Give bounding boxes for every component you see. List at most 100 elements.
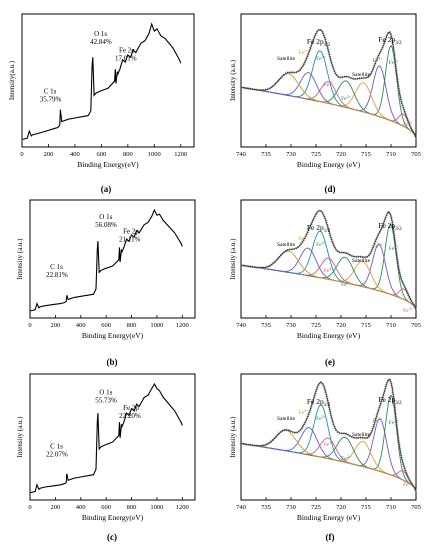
superscript: 3+ bbox=[329, 80, 334, 85]
peak-label-satellite: Satellite bbox=[277, 242, 296, 248]
survey-line bbox=[22, 22, 182, 140]
x-tick-label: 710 bbox=[386, 504, 396, 511]
fit-component bbox=[240, 443, 417, 492]
x-tick-label: 1000 bbox=[150, 504, 163, 511]
superscript: 3+ bbox=[329, 266, 334, 271]
background-line bbox=[240, 443, 417, 492]
y-axis-label: Intensity (a.u.) bbox=[16, 238, 24, 280]
panel-d: 740 735 730 725 720 715 710 705 Binding Energy (… bbox=[229, 13, 421, 194]
superscript: 3+ bbox=[304, 408, 309, 413]
superscript: 3+ bbox=[409, 306, 414, 311]
peak-percent: 42.84% bbox=[90, 38, 112, 46]
x-tick-label: 800 bbox=[123, 151, 133, 158]
peak-label-fe2p12: Fe 2p1/2 bbox=[307, 397, 331, 408]
x-tick-label: 200 bbox=[51, 322, 61, 329]
background-line bbox=[240, 86, 417, 139]
x-tick-label: 600 bbox=[101, 322, 111, 329]
peak-annotation: O 1s bbox=[94, 30, 107, 38]
x-tick-label: 1000 bbox=[148, 151, 161, 158]
ion-label: Fe3+ bbox=[373, 416, 384, 424]
peak-label-fe2p12: Fe 2p1/2 bbox=[307, 223, 331, 234]
panel-c: 0 200 400 600 800 1000 1200 Binding Energy(eV) I… bbox=[16, 373, 196, 542]
superscript: 2+ bbox=[322, 240, 327, 245]
peak-label-fe2p32: Fe 2p3/2 bbox=[378, 35, 402, 46]
x-tick-label: 740 bbox=[236, 151, 246, 158]
ion-label: Fe3+ bbox=[403, 306, 414, 314]
subscript: 3/2 bbox=[395, 401, 402, 406]
x-tick-label: 400 bbox=[76, 322, 86, 329]
ion-label: Fe2+ bbox=[316, 54, 327, 62]
x-tick-label: 725 bbox=[311, 151, 321, 158]
ion-label: Fe2+ bbox=[389, 244, 400, 252]
plot-frame bbox=[29, 373, 196, 501]
superscript: 3+ bbox=[409, 120, 414, 125]
subscript: 1/2 bbox=[324, 43, 331, 48]
x-tick-label: 715 bbox=[361, 322, 371, 329]
plot-frame bbox=[29, 199, 196, 319]
x-tick-label: 735 bbox=[261, 322, 271, 329]
ion-label: Fe2+ bbox=[316, 414, 327, 422]
peak-annotation: O 1s bbox=[99, 389, 112, 397]
x-axis-label: Binding Energy (eV) bbox=[297, 513, 361, 522]
x-tick-label: 705 bbox=[411, 151, 421, 158]
x-axis-label: Binding Energy(eV) bbox=[82, 513, 144, 522]
peak-percent: 17.01% bbox=[115, 54, 137, 62]
plot-frame bbox=[21, 13, 195, 148]
x-tick-label: 730 bbox=[286, 151, 296, 158]
plot-frame bbox=[240, 373, 417, 501]
fit-component bbox=[240, 82, 417, 139]
peak-percent: 22.07% bbox=[46, 450, 68, 458]
x-tick-label: 730 bbox=[286, 322, 296, 329]
x-tick-label: 400 bbox=[70, 151, 80, 158]
ion-label: Fe2+ bbox=[341, 94, 352, 102]
fit-component bbox=[240, 441, 417, 492]
superscript: 2+ bbox=[394, 58, 399, 63]
ion-label: Fe3+ bbox=[403, 120, 414, 128]
peak-annotation: Fe 2p bbox=[123, 404, 139, 412]
superscript: 2+ bbox=[347, 454, 352, 459]
peak-percent: 21.11% bbox=[119, 235, 140, 243]
x-tick-label: 710 bbox=[386, 151, 396, 158]
x-tick-label: 705 bbox=[411, 504, 421, 511]
ion-label: Fe3+ bbox=[403, 480, 414, 488]
peak-label-satellite: Satellite bbox=[352, 258, 371, 264]
y-axis-label: Intensity (a.u.) bbox=[229, 238, 237, 280]
subscript: 3/2 bbox=[395, 227, 402, 232]
survey-line bbox=[30, 382, 183, 494]
superscript: 3+ bbox=[378, 416, 383, 421]
x-tick-label: 0 bbox=[28, 504, 31, 511]
x-tick-label: 740 bbox=[236, 504, 246, 511]
superscript: 2+ bbox=[394, 418, 399, 423]
ion-label: Fe2+ bbox=[316, 240, 327, 248]
peak-percent: 55.73% bbox=[95, 397, 117, 405]
x-tick-label: 600 bbox=[101, 504, 111, 511]
superscript: 2+ bbox=[347, 94, 352, 99]
x-tick-label: 800 bbox=[127, 504, 137, 511]
x-tick-label: 200 bbox=[51, 504, 61, 511]
x-tick-label: 715 bbox=[361, 151, 371, 158]
y-axis-label: Intensity (a.u.) bbox=[16, 416, 24, 458]
x-tick-label: 0 bbox=[20, 151, 23, 158]
peak-percent: 22.81% bbox=[46, 271, 68, 279]
x-tick-label: 725 bbox=[311, 504, 321, 511]
panel-label: (b) bbox=[107, 357, 118, 367]
panel-b: 0 200 400 600 800 1000 1200 Binding Energy(eV) I… bbox=[16, 199, 196, 367]
panel-label: (e) bbox=[325, 357, 335, 367]
x-tick-label: 740 bbox=[236, 322, 246, 329]
peak-label-satellite: Satellite bbox=[352, 72, 371, 78]
plot-frame bbox=[240, 199, 417, 319]
ion-label: Fe2+ bbox=[389, 58, 400, 66]
x-tick-label: 720 bbox=[336, 322, 346, 329]
peak-label-fe2p32: Fe 2p3/2 bbox=[378, 395, 402, 406]
superscript: 3+ bbox=[409, 480, 414, 485]
x-tick-label: 715 bbox=[361, 504, 371, 511]
x-tick-label: 1000 bbox=[150, 322, 163, 329]
ion-label: Fe2+ bbox=[341, 280, 352, 288]
fit-envelope bbox=[240, 29, 417, 138]
panel-label: (c) bbox=[107, 532, 117, 542]
peak-percent: 35.79% bbox=[40, 95, 62, 103]
panel-label: (d) bbox=[325, 184, 336, 194]
ion-label: Fe3+ bbox=[373, 56, 384, 64]
peak-annotation: O 1s bbox=[99, 213, 112, 221]
